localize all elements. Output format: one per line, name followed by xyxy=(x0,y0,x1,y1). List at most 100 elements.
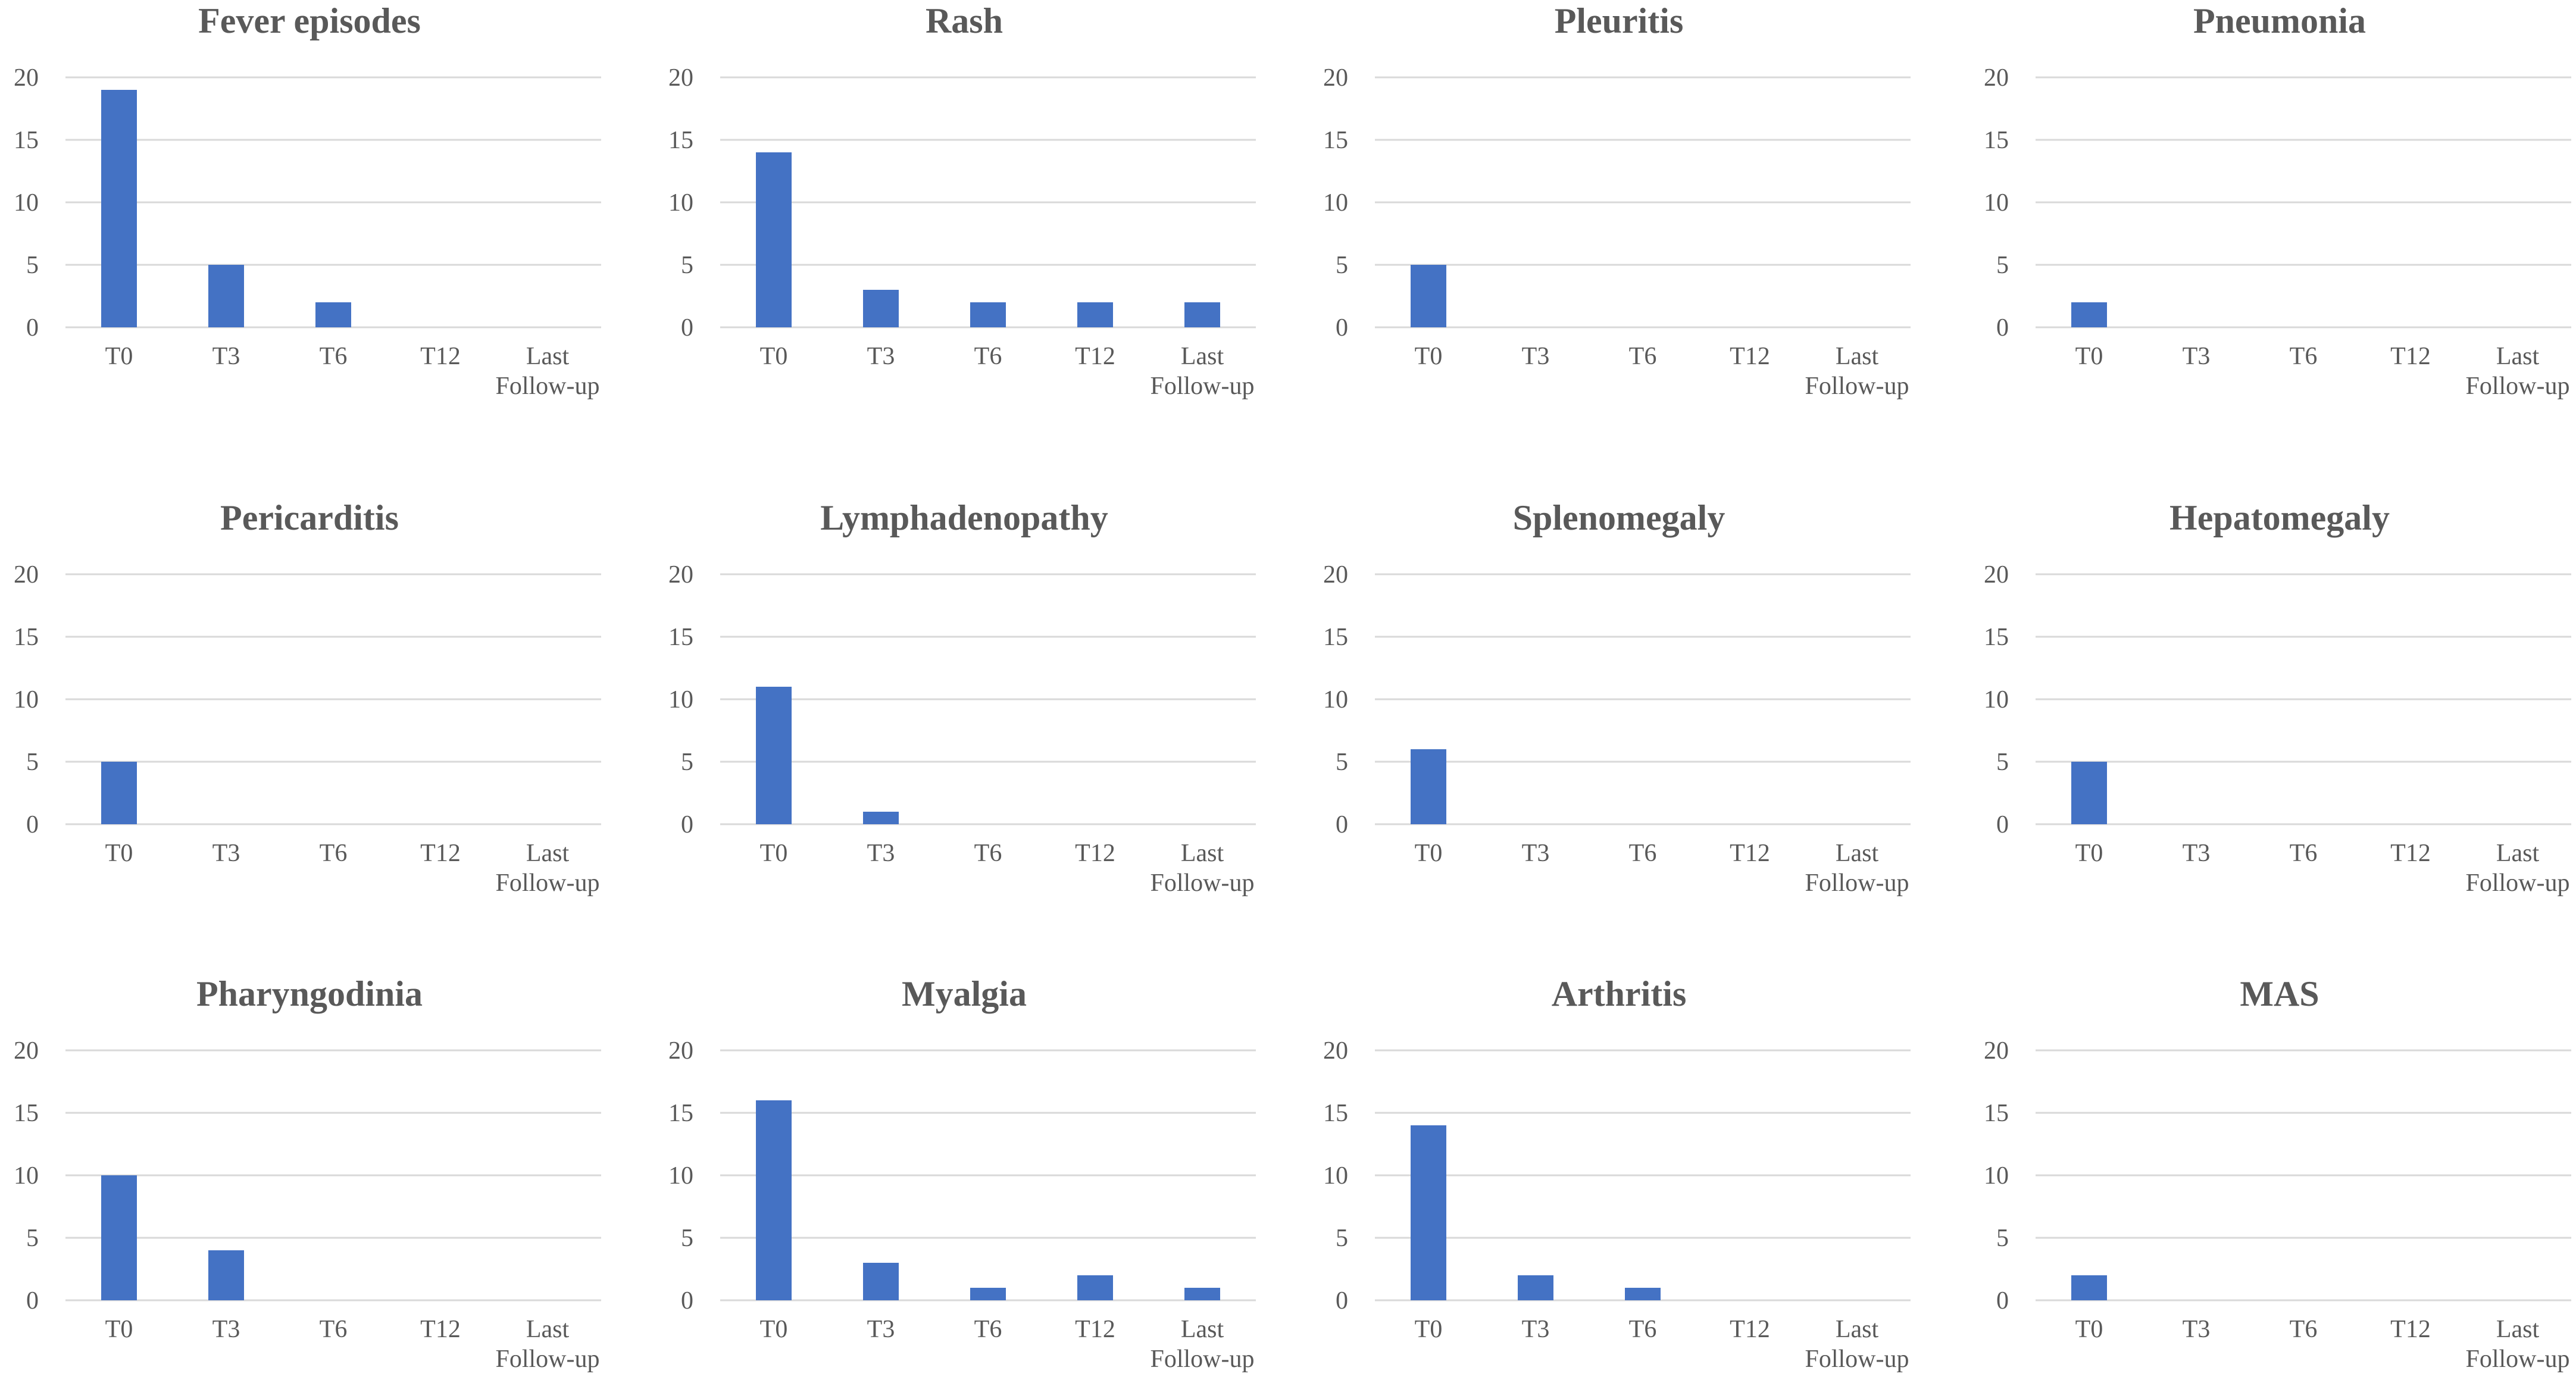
chart-hepatomegaly: Hepatomegaly 0 5 10 15 20 T0 T3 T6 T12 Last Follow-… xyxy=(1984,498,2571,897)
bar-t3 xyxy=(208,265,244,327)
chart-title: Myalgia xyxy=(902,974,1027,1013)
x-tick-label: T6 xyxy=(1629,1316,1657,1343)
bar-t0 xyxy=(756,687,792,824)
y-tick-label: 10 xyxy=(14,686,39,714)
x-tick-label: T3 xyxy=(212,840,240,867)
y-tick-label: 5 xyxy=(26,749,39,776)
x-tick-label: T0 xyxy=(105,840,133,867)
x-tick-label: T12 xyxy=(2390,343,2431,370)
y-tick-label: 0 xyxy=(1996,314,2009,342)
bar-last-follow-up xyxy=(1184,1288,1220,1300)
chart-title: Fever episodes xyxy=(198,1,421,40)
bar-t0 xyxy=(2071,1275,2107,1300)
chart-pharyngodinia: Pharyngodinia 0 5 10 15 20 T0 T3 T6 T12 Last Follow… xyxy=(14,974,601,1373)
chart-pneumonia: Pneumonia 0 5 10 15 20 T0 T3 T6 T12 Last Follow-up xyxy=(1984,1,2571,400)
x-tick-label: T12 xyxy=(1730,1316,1770,1343)
x-tick-label: T12 xyxy=(1075,343,1115,370)
x-tick-label: T3 xyxy=(867,840,895,867)
x-tick-label: T6 xyxy=(1629,343,1657,370)
bar-t0 xyxy=(101,1175,137,1300)
y-tick-label: 10 xyxy=(668,686,693,714)
x-tick-label: T3 xyxy=(212,343,240,370)
y-tick-label: 10 xyxy=(14,1162,39,1190)
y-tick-label: 5 xyxy=(26,1225,39,1252)
y-tick-label: 20 xyxy=(1984,561,2009,589)
y-tick-label: 5 xyxy=(1336,1225,1348,1252)
x-tick-label: T0 xyxy=(1415,343,1443,370)
y-tick-label: 0 xyxy=(681,1287,693,1315)
y-tick-label: 0 xyxy=(1996,811,2009,838)
x-tick-label: T12 xyxy=(420,840,461,867)
x-tick-label: T0 xyxy=(1415,840,1443,867)
y-tick-label: 5 xyxy=(1996,1225,2009,1252)
chart-title: Pleuritis xyxy=(1555,1,1684,40)
x-tick-label: T6 xyxy=(1629,840,1657,867)
chart-title: Arthritis xyxy=(1552,974,1687,1013)
bar-t3 xyxy=(863,1263,899,1300)
y-tick-label: 15 xyxy=(1984,1100,2009,1127)
y-tick-label: 0 xyxy=(26,314,39,342)
y-tick-label: 20 xyxy=(668,561,693,589)
y-tick-label: 10 xyxy=(1323,1162,1348,1190)
y-tick-label: 10 xyxy=(668,1162,693,1190)
y-tick-label: 20 xyxy=(1323,1037,1348,1065)
chart-title: Lymphadenopathy xyxy=(820,498,1108,537)
y-tick-label: 5 xyxy=(1336,252,1348,279)
chart-title: Rash xyxy=(926,1,1003,40)
x-tick-label: T0 xyxy=(760,343,788,370)
y-tick-label: 5 xyxy=(1996,252,2009,279)
y-tick-label: 0 xyxy=(681,811,693,838)
y-tick-label: 0 xyxy=(1996,1287,2009,1315)
y-tick-label: 5 xyxy=(681,1225,693,1252)
chart-title: Splenomegaly xyxy=(1513,498,1725,537)
bar-t3 xyxy=(863,290,899,327)
bar-t0 xyxy=(1411,265,1446,327)
y-tick-label: 20 xyxy=(668,64,693,92)
chart-pleuritis: Pleuritis 0 5 10 15 20 T0 T3 T6 T12 Last Follow-up xyxy=(1323,1,1911,400)
x-tick-label: T12 xyxy=(420,1316,461,1343)
chart-title: MAS xyxy=(2240,974,2319,1013)
y-tick-label: 15 xyxy=(668,1100,693,1127)
bar-t3 xyxy=(863,812,899,824)
chart-title: Pharyngodinia xyxy=(196,974,423,1013)
x-tick-label: T0 xyxy=(105,1316,133,1343)
x-tick-label: T12 xyxy=(420,343,461,370)
x-tick-label: T6 xyxy=(320,840,348,867)
y-tick-label: 20 xyxy=(1323,64,1348,92)
bar-last-follow-up xyxy=(1184,302,1220,327)
x-tick-label: T3 xyxy=(1522,840,1550,867)
x-tick-label: T12 xyxy=(2390,840,2431,867)
x-tick-label: T6 xyxy=(2290,840,2318,867)
chart-arthritis: Arthritis 0 5 10 15 20 T0 T3 T6 T12 Last Follow-up xyxy=(1323,974,1911,1373)
y-tick-label: 20 xyxy=(1323,561,1348,589)
x-tick-label: T3 xyxy=(1522,1316,1550,1343)
x-tick-label: T6 xyxy=(974,840,1002,867)
y-tick-label: 5 xyxy=(1996,749,2009,776)
x-tick-label: T3 xyxy=(212,1316,240,1343)
y-tick-label: 15 xyxy=(1323,1100,1348,1127)
x-tick-label: T6 xyxy=(974,343,1002,370)
bar-t12 xyxy=(1077,1275,1113,1300)
y-tick-label: 10 xyxy=(1323,686,1348,714)
y-tick-label: 15 xyxy=(668,127,693,154)
x-tick-label: T12 xyxy=(1730,840,1770,867)
y-tick-label: 10 xyxy=(1984,686,2009,714)
x-tick-label: T12 xyxy=(1730,343,1770,370)
x-tick-label: T3 xyxy=(2183,840,2211,867)
x-tick-label: T0 xyxy=(760,1316,788,1343)
x-tick-label: Last Follow-up xyxy=(2465,343,2569,400)
bar-t0 xyxy=(756,1100,792,1300)
x-tick-label: Last Follow-up xyxy=(2465,840,2569,897)
x-tick-label: T0 xyxy=(1415,1316,1443,1343)
y-tick-label: 10 xyxy=(14,189,39,217)
x-tick-label: T6 xyxy=(320,1316,348,1343)
x-tick-label: Last Follow-up xyxy=(1150,840,1254,897)
bar-t0 xyxy=(756,152,792,327)
y-tick-label: 5 xyxy=(681,252,693,279)
x-tick-label: Last Follow-up xyxy=(1805,1316,1909,1373)
x-tick-label: T0 xyxy=(760,840,788,867)
y-tick-label: 0 xyxy=(1336,811,1348,838)
x-tick-label: T3 xyxy=(867,1316,895,1343)
y-tick-label: 15 xyxy=(668,624,693,651)
